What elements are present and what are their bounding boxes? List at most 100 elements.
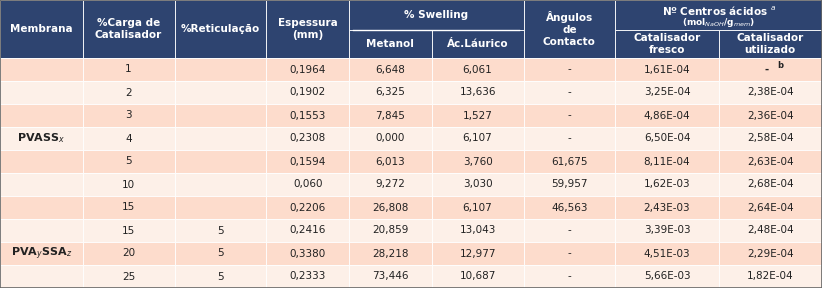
Bar [718,242,822,265]
Bar [174,0,266,58]
Text: 0,1964: 0,1964 [289,65,326,75]
Bar [432,219,524,242]
Bar [174,150,266,173]
Bar [432,242,524,265]
Bar [432,81,524,104]
Text: 0,000: 0,000 [376,134,405,143]
Text: 5: 5 [217,249,224,259]
Bar [718,30,822,58]
Text: 0,2333: 0,2333 [289,272,326,281]
Bar [174,127,266,150]
Bar [266,219,349,242]
Bar [616,81,718,104]
Text: 6,50E-04: 6,50E-04 [644,134,690,143]
Text: 3,760: 3,760 [463,156,492,166]
Bar [432,30,524,58]
Text: 12,977: 12,977 [459,249,496,259]
Bar [616,265,718,288]
Bar [432,196,524,219]
Bar [616,242,718,265]
Text: -: - [567,226,571,236]
Text: 20,859: 20,859 [372,226,409,236]
Bar [616,30,718,58]
Bar [718,173,822,196]
Bar [0,58,83,81]
Bar [266,81,349,104]
Bar [616,219,718,242]
Text: 20: 20 [122,249,135,259]
Bar [524,81,616,104]
Bar [616,58,718,81]
Bar [432,104,524,127]
Text: % Swelling: % Swelling [404,10,469,20]
Text: 2,48E-04: 2,48E-04 [747,226,794,236]
Bar [432,265,524,288]
Text: 4,51E-03: 4,51E-03 [644,249,690,259]
Text: 0,1594: 0,1594 [289,156,326,166]
Bar [266,58,349,81]
Text: 2,64E-04: 2,64E-04 [747,202,794,213]
Text: 10: 10 [122,179,135,190]
Bar [524,173,616,196]
Text: (mol$_{NaOH}$/g$_{mem}$): (mol$_{NaOH}$/g$_{mem}$) [682,16,755,29]
Text: 5: 5 [217,272,224,281]
Text: 6,107: 6,107 [463,134,492,143]
Bar [524,0,616,58]
Bar [349,104,432,127]
Text: 1,62E-03: 1,62E-03 [644,179,690,190]
Bar [83,173,174,196]
Text: Metanol: Metanol [367,39,414,49]
Text: b: b [778,61,783,70]
Text: Membrana: Membrana [10,24,72,34]
Bar [718,104,822,127]
Bar [266,104,349,127]
Bar [349,196,432,219]
Bar [524,127,616,150]
Text: 3,030: 3,030 [463,179,492,190]
Text: 15: 15 [122,226,135,236]
Text: -: - [567,65,571,75]
Text: 2: 2 [125,88,132,98]
Text: 13,043: 13,043 [459,226,496,236]
Bar [0,127,83,150]
Bar [174,265,266,288]
Text: 6,325: 6,325 [376,88,405,98]
Bar [349,58,432,81]
Text: 7,845: 7,845 [376,111,405,120]
Text: 2,29E-04: 2,29E-04 [747,249,794,259]
Text: 25: 25 [122,272,135,281]
Text: 61,675: 61,675 [552,156,588,166]
Bar [0,219,83,242]
Bar [174,58,266,81]
Bar [266,196,349,219]
Bar [0,104,83,127]
Bar [616,173,718,196]
Bar [83,219,174,242]
Bar [266,173,349,196]
Text: 73,446: 73,446 [372,272,409,281]
Bar [0,0,83,58]
Text: 28,218: 28,218 [372,249,409,259]
Bar [0,242,83,265]
Bar [83,58,174,81]
Bar [718,58,822,81]
Text: Ângulos
de
Contacto: Ângulos de Contacto [543,12,596,47]
Bar [0,173,83,196]
Text: 26,808: 26,808 [372,202,409,213]
Bar [83,265,174,288]
Text: 8,11E-04: 8,11E-04 [644,156,690,166]
Bar [349,81,432,104]
Text: PVASS$_x$: PVASS$_x$ [17,132,66,145]
Bar [349,30,432,58]
Text: 2,63E-04: 2,63E-04 [747,156,794,166]
Text: 46,563: 46,563 [552,202,588,213]
Bar [718,81,822,104]
Bar [432,58,524,81]
Bar [0,265,83,288]
Bar [349,150,432,173]
Text: Ác.Láurico: Ác.Láurico [447,39,508,49]
Text: 0,3380: 0,3380 [289,249,326,259]
Text: 6,013: 6,013 [376,156,405,166]
Bar [174,173,266,196]
Text: 1: 1 [125,65,132,75]
